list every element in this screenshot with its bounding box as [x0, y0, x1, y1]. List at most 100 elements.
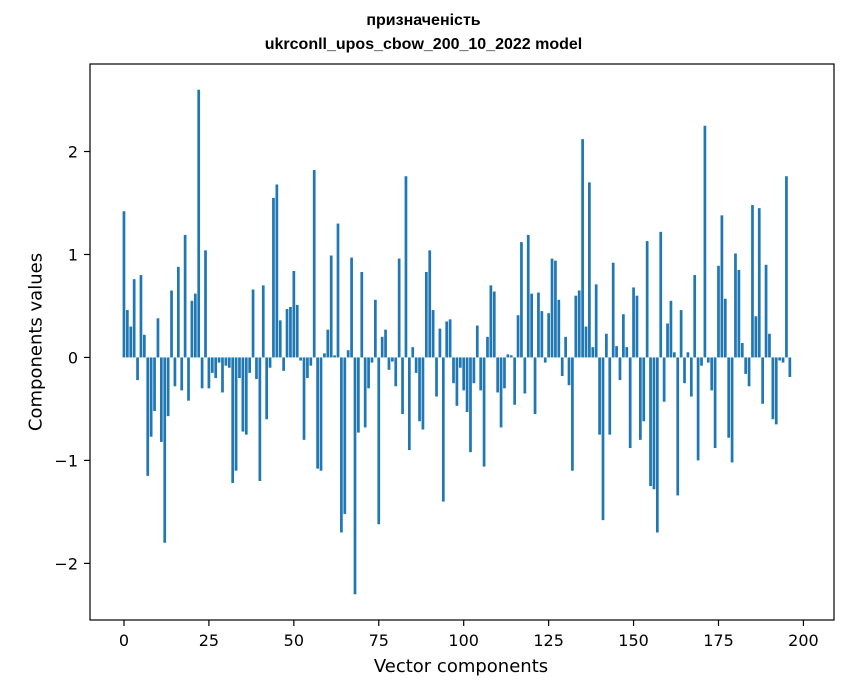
bar [479, 357, 483, 391]
bar [649, 357, 652, 487]
bar [156, 318, 160, 358]
bar [523, 357, 527, 394]
bar [747, 357, 751, 387]
bar [394, 357, 398, 387]
bar [289, 306, 292, 358]
bar [431, 310, 435, 358]
bar [404, 176, 408, 358]
bar [374, 299, 377, 358]
bar [370, 357, 374, 363]
bar [506, 354, 510, 358]
bar [227, 357, 231, 368]
bar [717, 265, 720, 358]
bar [411, 347, 415, 358]
bar [234, 357, 238, 471]
bar [679, 310, 683, 358]
bar [319, 357, 323, 471]
bar [594, 284, 598, 358]
bar [217, 357, 221, 363]
bar [618, 357, 622, 381]
bar [520, 242, 523, 358]
bar [207, 357, 211, 389]
bar [143, 334, 146, 358]
bar [309, 357, 313, 366]
bar [625, 347, 629, 358]
bar [611, 262, 615, 358]
bar [292, 270, 296, 358]
x-tick-label: 0 [119, 631, 129, 650]
bar [367, 357, 370, 389]
bar [652, 357, 656, 490]
bar [584, 326, 588, 358]
bar [380, 336, 384, 358]
bar [486, 336, 489, 358]
bar [567, 357, 571, 386]
bar [214, 357, 218, 379]
bar [187, 357, 190, 401]
bar [391, 357, 394, 362]
bar [492, 291, 496, 358]
bar [727, 357, 731, 438]
bar [326, 329, 330, 358]
bar [574, 295, 578, 358]
y-tick-label: 1 [68, 245, 78, 264]
bar [672, 352, 676, 358]
bar [221, 357, 224, 393]
bar [666, 323, 669, 358]
bar [343, 357, 347, 514]
bar [197, 89, 201, 358]
bar [244, 357, 248, 435]
bar [231, 357, 235, 484]
bar [550, 258, 554, 358]
bar [255, 357, 258, 380]
x-tick-label: 125 [533, 631, 564, 650]
bar [686, 352, 690, 358]
bar [424, 271, 428, 358]
bar [190, 300, 194, 358]
chart-title-line-1: призначеність [366, 12, 481, 29]
bar [268, 357, 272, 368]
bar [149, 357, 153, 437]
bar [421, 357, 425, 430]
x-tick-label: 75 [369, 631, 389, 650]
bar [696, 357, 700, 461]
bar [622, 314, 625, 358]
bar [428, 250, 432, 358]
bar [384, 329, 387, 358]
bar [323, 353, 326, 358]
bar [734, 253, 737, 358]
bar [126, 310, 129, 358]
bar [272, 197, 275, 358]
bar [781, 357, 785, 363]
bar [248, 357, 252, 373]
bar [547, 313, 550, 358]
bar [554, 260, 557, 358]
bar [683, 357, 686, 384]
bar [180, 357, 184, 391]
bar [452, 357, 455, 384]
bar [204, 250, 207, 358]
bar [676, 357, 680, 496]
bar [224, 357, 228, 366]
bar [210, 357, 214, 373]
bar [418, 357, 421, 422]
bar [754, 316, 758, 358]
bar [635, 295, 639, 358]
bar [571, 357, 574, 471]
bar [455, 357, 459, 406]
bar [700, 357, 703, 366]
bar [312, 170, 316, 358]
bar [462, 357, 466, 391]
bar [744, 357, 748, 374]
bar [533, 357, 537, 415]
y-tick-label: −1 [54, 451, 78, 470]
bar [146, 357, 150, 476]
bar [173, 357, 177, 387]
bar [132, 279, 136, 358]
bar [475, 325, 479, 358]
bar [710, 357, 714, 391]
bar [557, 299, 561, 358]
bar [713, 357, 717, 449]
bar [659, 231, 663, 358]
